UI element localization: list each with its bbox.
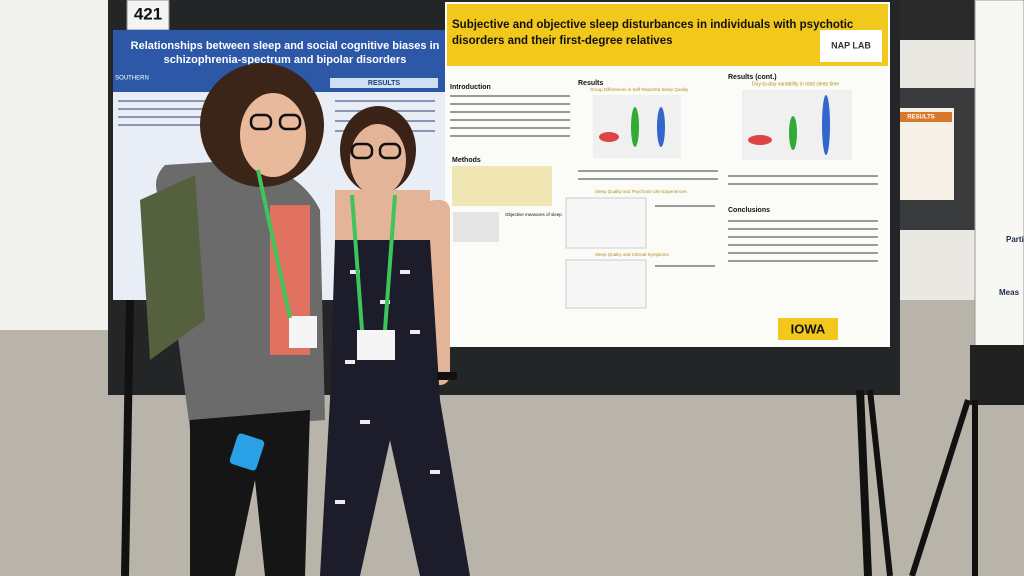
text-line: [118, 124, 208, 126]
glasses: [278, 113, 302, 131]
text-line: [118, 116, 208, 118]
lanyard: [256, 169, 292, 319]
table: [452, 166, 552, 206]
jumpsuit-pattern: [335, 270, 440, 504]
violin-plot: [742, 90, 852, 160]
pattern-dot: [430, 470, 440, 474]
right-poster: [974, 0, 1024, 351]
section-heading: Conclusions: [728, 207, 770, 214]
easel-leg: [867, 389, 893, 576]
text-line: [450, 111, 570, 113]
text-line: [450, 119, 570, 121]
name-badge: [357, 330, 395, 360]
pattern-dot: [400, 270, 410, 274]
text-line: [655, 265, 715, 267]
results-banner: [330, 78, 438, 88]
violin: [599, 132, 619, 142]
easel-leg: [856, 389, 872, 576]
violin: [822, 95, 830, 155]
phone: [229, 433, 265, 471]
figure-title: Group Differences in Self-Reported Sleep…: [590, 87, 689, 92]
face: [350, 124, 406, 196]
side-poster-header: [890, 112, 952, 122]
violin: [631, 107, 639, 147]
right-board: [970, 345, 1024, 405]
pattern-dot: [360, 420, 370, 424]
main-poster-title: Subjective and objective sleep disturban…: [452, 19, 854, 31]
easel-leg: [121, 299, 134, 576]
text-line: [728, 183, 878, 185]
pattern-dot: [350, 270, 360, 274]
pattern-dot: [410, 330, 420, 334]
backpack: [140, 175, 205, 360]
section-heading: Introduction: [450, 84, 491, 91]
easel-leg: [909, 399, 971, 576]
violin: [657, 107, 665, 147]
watch: [437, 372, 457, 380]
lanyard: [350, 194, 364, 331]
left-wall: [0, 0, 110, 330]
booth-number: 421: [134, 4, 162, 23]
text-line: [450, 103, 570, 105]
text-line: [335, 100, 435, 102]
text-line: [118, 108, 208, 110]
face: [240, 93, 306, 177]
lab-logo: NAP LAB: [831, 40, 871, 50]
section-heading: Results (cont.): [728, 74, 777, 81]
main-poster-text-lines: [450, 95, 878, 267]
section-heading: Methods: [452, 157, 481, 164]
main-poster-header: [447, 4, 888, 66]
figure-title: Sleep Quality and Clinical Symptoms: [595, 252, 670, 257]
violin: [789, 116, 797, 150]
main-poster-title: disorders and their first-degree relativ…: [452, 35, 673, 47]
text-line: [728, 175, 878, 177]
text-line: [728, 228, 878, 230]
text-line: [728, 260, 878, 262]
left-poster-section: RESULTS: [368, 80, 400, 87]
left-poster-logo: SOUTHERN: [115, 76, 149, 82]
text-line: [728, 252, 878, 254]
pattern-dot: [345, 360, 355, 364]
text-line: [450, 127, 570, 129]
scatter-plot: [565, 259, 647, 309]
figure-title: Objective measures of sleep: [505, 212, 562, 217]
figure-title: Day-to-day variability in total sleep ti…: [752, 81, 839, 87]
left-poster-title: schizophrenia-spectrum and bipolar disor…: [164, 54, 407, 66]
text-line: [118, 100, 208, 102]
pattern-dot: [335, 500, 345, 504]
glasses: [350, 142, 374, 160]
text-line: [728, 236, 878, 238]
scatter-plot: [565, 197, 647, 249]
text-line: [450, 135, 570, 137]
left-poster-title: Relationships between sleep and social c…: [131, 40, 440, 52]
footer-logo-box: [778, 318, 838, 340]
right-poster-item: Parti: [1006, 235, 1024, 244]
section-heading: Results: [578, 80, 603, 87]
text-line: [728, 244, 878, 246]
name-badge: [289, 316, 317, 348]
right-poster-item: Meas: [999, 288, 1020, 297]
pants: [190, 410, 310, 576]
text-line: [655, 205, 715, 207]
text-line: [578, 170, 718, 172]
footer-logo: IOWA: [791, 321, 826, 336]
lanyard: [383, 194, 397, 331]
text-line: [578, 178, 718, 180]
text-line: [450, 95, 570, 97]
glasses: [378, 142, 402, 160]
violin: [748, 135, 772, 145]
jumpsuit: [320, 240, 470, 576]
pattern-dot: [380, 300, 390, 304]
text-line: [728, 220, 878, 222]
side-poster-title: RESULTS: [907, 115, 935, 121]
device-photo: [453, 212, 499, 242]
glasses: [249, 113, 273, 131]
lab-logo-box: [820, 30, 882, 62]
figure-title: Sleep Quality and Psychotic-Like Experie…: [595, 189, 688, 194]
